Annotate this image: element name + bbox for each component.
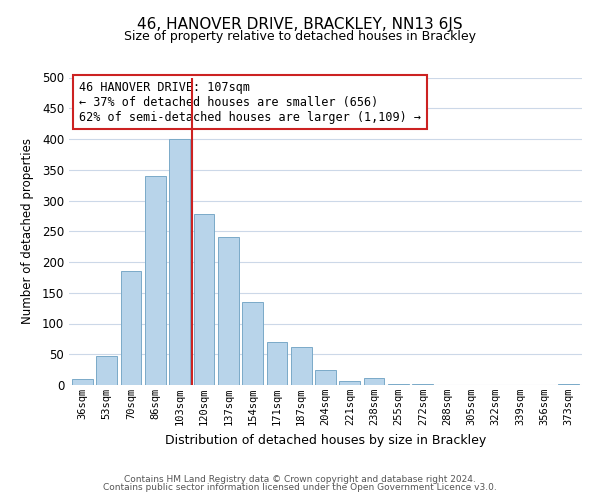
Bar bbox=[145, 176, 166, 385]
Bar bbox=[97, 356, 117, 385]
Bar bbox=[558, 384, 579, 385]
Bar bbox=[340, 380, 360, 385]
Bar bbox=[242, 302, 263, 385]
X-axis label: Distribution of detached houses by size in Brackley: Distribution of detached houses by size … bbox=[165, 434, 486, 446]
Bar bbox=[291, 347, 311, 385]
Text: Size of property relative to detached houses in Brackley: Size of property relative to detached ho… bbox=[124, 30, 476, 43]
Text: Contains public sector information licensed under the Open Government Licence v3: Contains public sector information licen… bbox=[103, 483, 497, 492]
Bar bbox=[315, 370, 336, 385]
Y-axis label: Number of detached properties: Number of detached properties bbox=[20, 138, 34, 324]
Bar bbox=[72, 379, 93, 385]
Bar bbox=[412, 384, 433, 385]
Bar bbox=[218, 238, 239, 385]
Text: 46, HANOVER DRIVE, BRACKLEY, NN13 6JS: 46, HANOVER DRIVE, BRACKLEY, NN13 6JS bbox=[137, 18, 463, 32]
Bar bbox=[169, 139, 190, 385]
Bar bbox=[121, 271, 142, 385]
Text: Contains HM Land Registry data © Crown copyright and database right 2024.: Contains HM Land Registry data © Crown c… bbox=[124, 475, 476, 484]
Bar bbox=[194, 214, 214, 385]
Text: 46 HANOVER DRIVE: 107sqm
← 37% of detached houses are smaller (656)
62% of semi-: 46 HANOVER DRIVE: 107sqm ← 37% of detach… bbox=[79, 80, 421, 124]
Bar bbox=[388, 384, 409, 385]
Bar bbox=[364, 378, 385, 385]
Bar bbox=[266, 342, 287, 385]
